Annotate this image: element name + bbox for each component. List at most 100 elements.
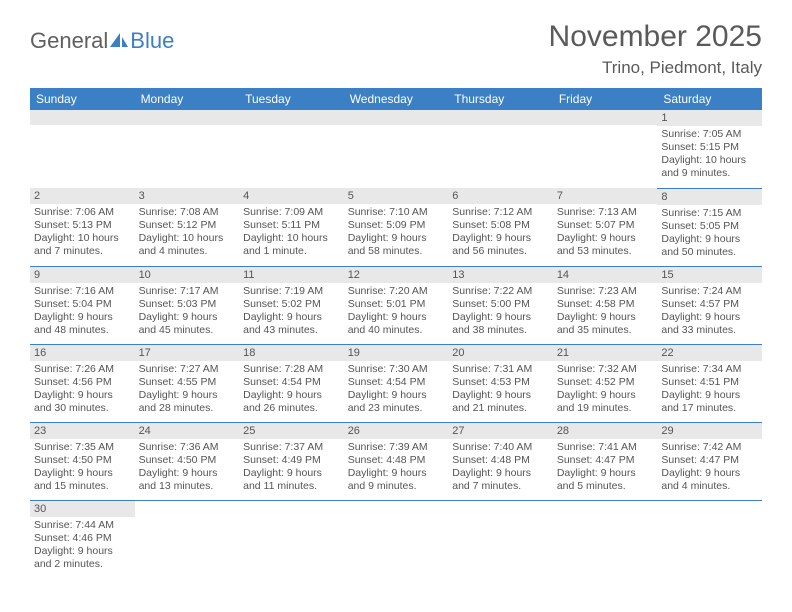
calendar-cell: 23Sunrise: 7:35 AMSunset: 4:50 PMDayligh… — [30, 422, 135, 500]
day-body: Sunrise: 7:10 AMSunset: 5:09 PMDaylight:… — [344, 204, 449, 263]
day-body: Sunrise: 7:24 AMSunset: 4:57 PMDaylight:… — [657, 283, 762, 342]
logo-sail-icon — [108, 29, 130, 54]
calendar-cell: 24Sunrise: 7:36 AMSunset: 4:50 PMDayligh… — [135, 422, 240, 500]
day-body: Sunrise: 7:08 AMSunset: 5:12 PMDaylight:… — [135, 204, 240, 263]
empty-daynum — [448, 110, 553, 125]
day-body: Sunrise: 7:16 AMSunset: 5:04 PMDaylight:… — [30, 283, 135, 342]
calendar-cell: 8Sunrise: 7:15 AMSunset: 5:05 PMDaylight… — [657, 188, 762, 266]
calendar-row: 1Sunrise: 7:05 AMSunset: 5:15 PMDaylight… — [30, 110, 762, 188]
day-body: Sunrise: 7:42 AMSunset: 4:47 PMDaylight:… — [657, 439, 762, 498]
day-body: Sunrise: 7:05 AMSunset: 5:15 PMDaylight:… — [657, 126, 762, 185]
day-number: 28 — [553, 423, 658, 439]
weekday-header: Sunday — [30, 88, 135, 110]
weekday-header-row: Sunday Monday Tuesday Wednesday Thursday… — [30, 88, 762, 110]
calendar-cell — [344, 500, 449, 578]
day-body: Sunrise: 7:35 AMSunset: 4:50 PMDaylight:… — [30, 439, 135, 498]
day-number: 11 — [239, 267, 344, 283]
day-body: Sunrise: 7:31 AMSunset: 4:53 PMDaylight:… — [448, 361, 553, 420]
day-number: 5 — [344, 188, 449, 204]
empty-daynum — [239, 110, 344, 125]
day-number: 4 — [239, 188, 344, 204]
day-number: 15 — [657, 267, 762, 283]
calendar-cell: 5Sunrise: 7:10 AMSunset: 5:09 PMDaylight… — [344, 188, 449, 266]
empty-daynum — [135, 110, 240, 125]
empty-daynum — [344, 110, 449, 125]
day-number: 3 — [135, 188, 240, 204]
day-number: 8 — [657, 189, 762, 205]
calendar-cell: 28Sunrise: 7:41 AMSunset: 4:47 PMDayligh… — [553, 422, 658, 500]
weekday-header: Saturday — [657, 88, 762, 110]
day-body: Sunrise: 7:22 AMSunset: 5:00 PMDaylight:… — [448, 283, 553, 342]
calendar-cell — [239, 110, 344, 188]
calendar-cell: 7Sunrise: 7:13 AMSunset: 5:07 PMDaylight… — [553, 188, 658, 266]
day-number: 18 — [239, 345, 344, 361]
calendar-cell: 15Sunrise: 7:24 AMSunset: 4:57 PMDayligh… — [657, 266, 762, 344]
day-number: 19 — [344, 345, 449, 361]
day-body: Sunrise: 7:30 AMSunset: 4:54 PMDaylight:… — [344, 361, 449, 420]
calendar-cell: 25Sunrise: 7:37 AMSunset: 4:49 PMDayligh… — [239, 422, 344, 500]
calendar-row: 30Sunrise: 7:44 AMSunset: 4:46 PMDayligh… — [30, 500, 762, 578]
day-body: Sunrise: 7:41 AMSunset: 4:47 PMDaylight:… — [553, 439, 658, 498]
location: Trino, Piedmont, Italy — [549, 58, 762, 78]
day-number: 16 — [30, 345, 135, 361]
calendar-row: 16Sunrise: 7:26 AMSunset: 4:56 PMDayligh… — [30, 344, 762, 422]
calendar-cell: 30Sunrise: 7:44 AMSunset: 4:46 PMDayligh… — [30, 500, 135, 578]
day-number: 6 — [448, 188, 553, 204]
header: General Blue November 2025 Trino, Piedmo… — [30, 20, 762, 78]
day-number: 25 — [239, 423, 344, 439]
calendar-cell: 3Sunrise: 7:08 AMSunset: 5:12 PMDaylight… — [135, 188, 240, 266]
calendar-cell — [135, 500, 240, 578]
logo-text-blue: Blue — [130, 28, 174, 54]
calendar-cell: 27Sunrise: 7:40 AMSunset: 4:48 PMDayligh… — [448, 422, 553, 500]
calendar-row: 2Sunrise: 7:06 AMSunset: 5:13 PMDaylight… — [30, 188, 762, 266]
day-body: Sunrise: 7:28 AMSunset: 4:54 PMDaylight:… — [239, 361, 344, 420]
day-number: 12 — [344, 267, 449, 283]
calendar-cell: 10Sunrise: 7:17 AMSunset: 5:03 PMDayligh… — [135, 266, 240, 344]
day-number: 17 — [135, 345, 240, 361]
empty-daynum — [553, 110, 658, 125]
calendar-cell: 22Sunrise: 7:34 AMSunset: 4:51 PMDayligh… — [657, 344, 762, 422]
weekday-header: Friday — [553, 88, 658, 110]
day-body: Sunrise: 7:20 AMSunset: 5:01 PMDaylight:… — [344, 283, 449, 342]
calendar-cell: 16Sunrise: 7:26 AMSunset: 4:56 PMDayligh… — [30, 344, 135, 422]
day-number: 26 — [344, 423, 449, 439]
weekday-header: Monday — [135, 88, 240, 110]
day-body: Sunrise: 7:44 AMSunset: 4:46 PMDaylight:… — [30, 517, 135, 576]
empty-daynum — [30, 110, 135, 125]
calendar-cell — [657, 500, 762, 578]
calendar-row: 9Sunrise: 7:16 AMSunset: 5:04 PMDaylight… — [30, 266, 762, 344]
day-number: 14 — [553, 267, 658, 283]
calendar-cell: 12Sunrise: 7:20 AMSunset: 5:01 PMDayligh… — [344, 266, 449, 344]
day-number: 2 — [30, 188, 135, 204]
calendar-cell: 18Sunrise: 7:28 AMSunset: 4:54 PMDayligh… — [239, 344, 344, 422]
day-number: 27 — [448, 423, 553, 439]
day-number: 21 — [553, 345, 658, 361]
day-body: Sunrise: 7:27 AMSunset: 4:55 PMDaylight:… — [135, 361, 240, 420]
weekday-header: Wednesday — [344, 88, 449, 110]
calendar-cell: 9Sunrise: 7:16 AMSunset: 5:04 PMDaylight… — [30, 266, 135, 344]
calendar-cell: 4Sunrise: 7:09 AMSunset: 5:11 PMDaylight… — [239, 188, 344, 266]
calendar-cell: 14Sunrise: 7:23 AMSunset: 4:58 PMDayligh… — [553, 266, 658, 344]
weekday-header: Tuesday — [239, 88, 344, 110]
calendar-cell — [135, 110, 240, 188]
day-number: 7 — [553, 188, 658, 204]
calendar-row: 23Sunrise: 7:35 AMSunset: 4:50 PMDayligh… — [30, 422, 762, 500]
day-body: Sunrise: 7:32 AMSunset: 4:52 PMDaylight:… — [553, 361, 658, 420]
day-number: 13 — [448, 267, 553, 283]
calendar-cell: 17Sunrise: 7:27 AMSunset: 4:55 PMDayligh… — [135, 344, 240, 422]
day-body: Sunrise: 7:17 AMSunset: 5:03 PMDaylight:… — [135, 283, 240, 342]
calendar-cell: 29Sunrise: 7:42 AMSunset: 4:47 PMDayligh… — [657, 422, 762, 500]
day-body: Sunrise: 7:06 AMSunset: 5:13 PMDaylight:… — [30, 204, 135, 263]
calendar-cell: 19Sunrise: 7:30 AMSunset: 4:54 PMDayligh… — [344, 344, 449, 422]
calendar-cell — [239, 500, 344, 578]
day-body: Sunrise: 7:12 AMSunset: 5:08 PMDaylight:… — [448, 204, 553, 263]
title-block: November 2025 Trino, Piedmont, Italy — [549, 20, 762, 78]
day-body: Sunrise: 7:39 AMSunset: 4:48 PMDaylight:… — [344, 439, 449, 498]
calendar-cell: 13Sunrise: 7:22 AMSunset: 5:00 PMDayligh… — [448, 266, 553, 344]
calendar-cell — [553, 110, 658, 188]
logo-text-general: General — [30, 28, 108, 54]
day-body: Sunrise: 7:26 AMSunset: 4:56 PMDaylight:… — [30, 361, 135, 420]
calendar-cell: 1Sunrise: 7:05 AMSunset: 5:15 PMDaylight… — [657, 110, 762, 188]
day-body: Sunrise: 7:23 AMSunset: 4:58 PMDaylight:… — [553, 283, 658, 342]
day-number: 22 — [657, 345, 762, 361]
